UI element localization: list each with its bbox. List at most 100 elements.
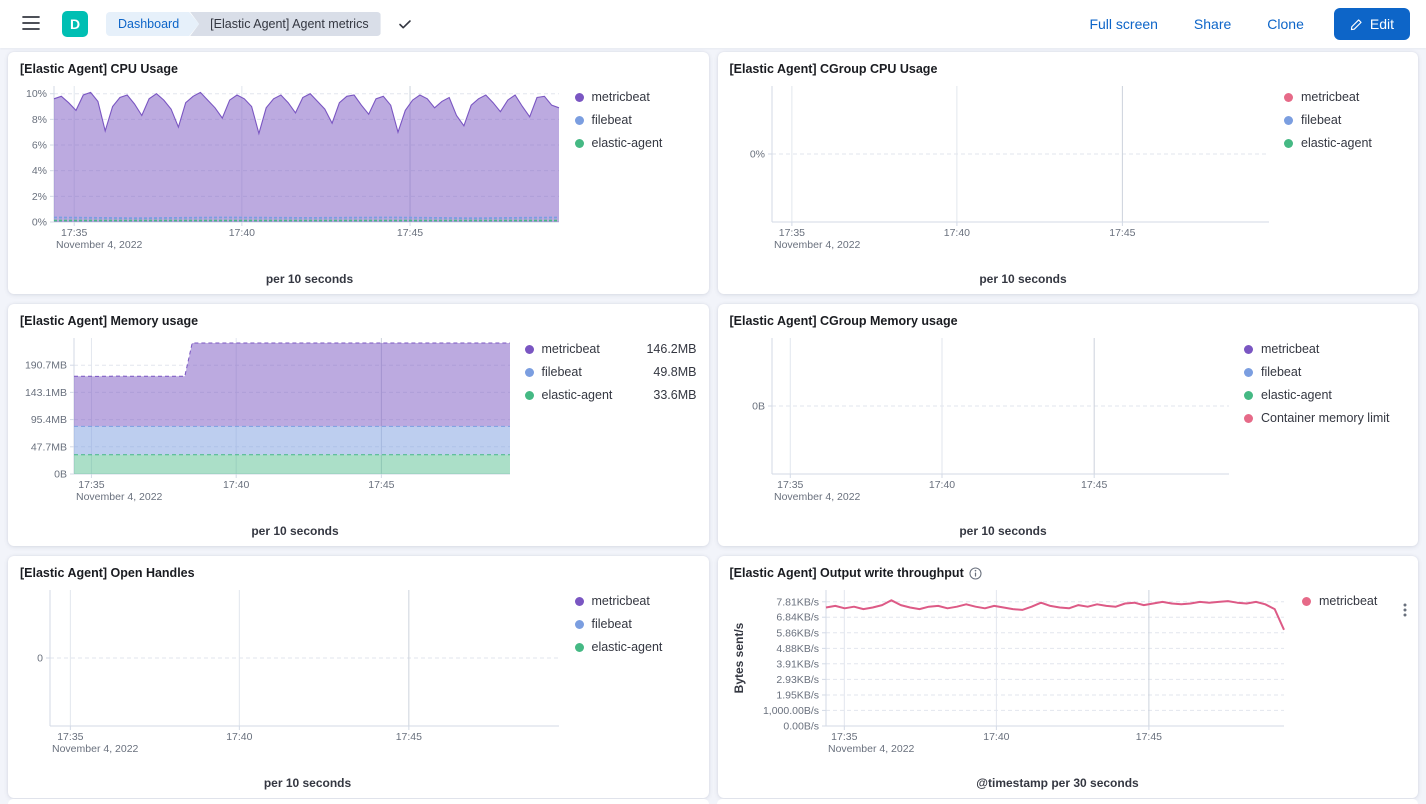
panel-title: [Elastic Agent] CGroup Memory usage <box>729 314 958 328</box>
legend-swatch <box>574 115 584 125</box>
legend-label: metricbeat <box>591 594 650 608</box>
panel-title: [Elastic Agent] CGroup CPU Usage <box>729 62 938 76</box>
svg-text:November 4, 2022: November 4, 2022 <box>828 743 915 755</box>
svg-text:November 4, 2022: November 4, 2022 <box>56 239 143 251</box>
share-button[interactable]: Share <box>1192 12 1233 36</box>
legend-swatch <box>1284 138 1293 148</box>
svg-text:0B: 0B <box>54 469 67 481</box>
legend: metricbeat filebeat elastic-agent <box>574 78 697 288</box>
svg-text:17:40: 17:40 <box>226 731 252 743</box>
panel-output-write-throughput: [Elastic Agent] Output write throughput … <box>717 556 1418 798</box>
chart-area[interactable]: 0% 17:35 17:40 17:45 November 4, 2022 per 10… <box>730 78 1275 288</box>
legend-item[interactable]: metricbeat <box>1302 594 1406 608</box>
svg-text:7.81KB/s: 7.81KB/s <box>776 596 819 608</box>
edit-button[interactable]: Edit <box>1333 8 1410 40</box>
breadcrumb-current-dashboard[interactable]: [Elastic Agent] Agent metrics <box>190 12 381 36</box>
legend-item[interactable]: filebeat 49.8MB <box>524 365 697 379</box>
legend-swatch <box>1284 115 1293 125</box>
legend-swatch <box>1284 92 1293 102</box>
legend-label: filebeat <box>541 365 582 379</box>
legend-swatch <box>574 596 584 606</box>
svg-text:November 4, 2022: November 4, 2022 <box>52 743 139 755</box>
chart-canvas[interactable]: 0 17:35 17:40 17:45 November 4, 2022 <box>20 582 565 760</box>
legend-item[interactable]: elastic-agent <box>1284 136 1406 150</box>
legend-item[interactable]: elastic-agent <box>574 136 697 150</box>
legend-swatch <box>1244 390 1253 400</box>
legend: metricbeat filebeat elastic-agent <box>574 582 697 792</box>
legend-label: elastic-agent <box>591 136 663 150</box>
chart-canvas[interactable]: 10% 8% 6% 4% 2% 0% 17:35 17:40 17:45 November 4, … <box>20 78 565 256</box>
legend-swatch <box>524 390 534 400</box>
chart-area[interactable]: 0 17:35 17:40 17:45 November 4, 2022 per 10 … <box>20 582 565 792</box>
full-screen-button[interactable]: Full screen <box>1087 12 1159 36</box>
info-icon[interactable] <box>969 566 982 580</box>
x-axis-title: per 10 seconds <box>263 776 352 790</box>
panel-header: [Elastic Agent] CGroup CPU Usage <box>730 60 1407 78</box>
legend-label: metricbeat <box>591 90 650 104</box>
svg-text:17:40: 17:40 <box>928 479 954 491</box>
legend-item[interactable]: filebeat <box>1284 113 1406 127</box>
chart-canvas[interactable]: 190.7MB 143.1MB 95.4MB 47.7MB 0B 17:35 17:40 17… <box>20 330 516 508</box>
legend-item[interactable]: metricbeat <box>574 90 697 104</box>
svg-text:0%: 0% <box>32 217 47 229</box>
legend-item[interactable]: filebeat <box>574 617 697 631</box>
svg-text:17:40: 17:40 <box>229 227 255 239</box>
chart-area[interactable]: 190.7MB 143.1MB 95.4MB 47.7MB 0B 17:35 17:40 17… <box>20 330 516 540</box>
chart-area[interactable]: 10% 8% 6% 4% 2% 0% 17:35 17:40 17:45 November 4, … <box>20 78 565 288</box>
svg-text:17:45: 17:45 <box>1081 479 1107 491</box>
chart-area[interactable]: 7.81KB/s 6.84KB/s 5.86KB/s 4.88KB/s 3.91KB/s… <box>730 582 1290 792</box>
chart-area[interactable]: 0B 17:35 17:40 17:45 November 4, 2022 per 10… <box>730 330 1235 540</box>
menu-button[interactable] <box>16 10 46 39</box>
svg-text:17:40: 17:40 <box>223 479 249 491</box>
x-axis-title: per 10 seconds <box>979 272 1067 286</box>
svg-text:5.86KB/s: 5.86KB/s <box>776 627 819 639</box>
legend: metricbeat filebeat elastic-agent <box>1284 78 1406 288</box>
panel-memory-usage: [Elastic Agent] Memory usage 190.7MB 143.… <box>8 304 709 546</box>
check-icon <box>397 16 413 32</box>
panel-options-button[interactable] <box>1396 600 1414 623</box>
x-axis-title: per 10 seconds <box>959 524 1047 538</box>
clone-button[interactable]: Clone <box>1265 12 1306 36</box>
legend-swatch <box>574 92 584 102</box>
legend-label: filebeat <box>1261 365 1302 379</box>
svg-text:17:45: 17:45 <box>368 479 394 491</box>
legend-item[interactable]: metricbeat <box>1244 342 1406 356</box>
legend-label: elastic-agent <box>1261 388 1332 402</box>
svg-text:0.00B/s: 0.00B/s <box>783 721 819 733</box>
space-avatar[interactable]: D <box>62 11 88 37</box>
svg-text:17:45: 17:45 <box>396 731 422 743</box>
panel-cpu-usage: [Elastic Agent] CPU Usage 10% 8% 6% 4% 2% 0% 1… <box>8 52 709 294</box>
partial-panel-left <box>8 799 709 804</box>
svg-text:17:45: 17:45 <box>1135 731 1161 743</box>
legend-item[interactable]: elastic-agent 33.6MB <box>524 388 697 402</box>
panel-title: [Elastic Agent] Memory usage <box>20 314 199 328</box>
hamburger-icon <box>22 15 40 33</box>
svg-text:17:40: 17:40 <box>943 227 969 239</box>
legend-item[interactable]: filebeat <box>1244 365 1406 379</box>
legend-item[interactable]: elastic-agent <box>1244 388 1406 402</box>
legend-item[interactable]: metricbeat 146.2MB <box>524 342 697 356</box>
chart-canvas[interactable]: 7.81KB/s 6.84KB/s 5.86KB/s 4.88KB/s 3.91KB/s… <box>730 582 1290 760</box>
svg-text:4%: 4% <box>32 165 47 177</box>
chart-canvas[interactable]: 0% 17:35 17:40 17:45 November 4, 2022 <box>730 78 1275 256</box>
legend-item[interactable]: Container memory limit <box>1244 411 1406 425</box>
legend-item[interactable]: metricbeat <box>1284 90 1406 104</box>
legend-item[interactable]: metricbeat <box>574 594 697 608</box>
svg-text:17:35: 17:35 <box>831 731 857 743</box>
pencil-icon <box>1350 18 1363 31</box>
legend: metricbeat filebeat elastic-agent Container… <box>1244 330 1406 540</box>
legend: metricbeat <box>1302 582 1406 792</box>
svg-text:4.88KB/s: 4.88KB/s <box>776 643 819 655</box>
legend-label: elastic-agent <box>591 640 663 654</box>
legend-label: elastic-agent <box>541 388 613 402</box>
chart-canvas[interactable]: 0B 17:35 17:40 17:45 November 4, 2022 <box>730 330 1235 508</box>
svg-text:3.91KB/s: 3.91KB/s <box>776 658 819 670</box>
breadcrumb-dashboard[interactable]: Dashboard <box>106 12 199 36</box>
svg-text:17:35: 17:35 <box>78 479 104 491</box>
panel-title: [Elastic Agent] Output write throughput <box>729 566 964 580</box>
legend-item[interactable]: elastic-agent <box>574 640 697 654</box>
svg-text:0: 0 <box>37 653 43 665</box>
legend-item[interactable]: filebeat <box>574 113 697 127</box>
svg-text:17:40: 17:40 <box>983 731 1009 743</box>
legend-label: filebeat <box>591 617 632 631</box>
